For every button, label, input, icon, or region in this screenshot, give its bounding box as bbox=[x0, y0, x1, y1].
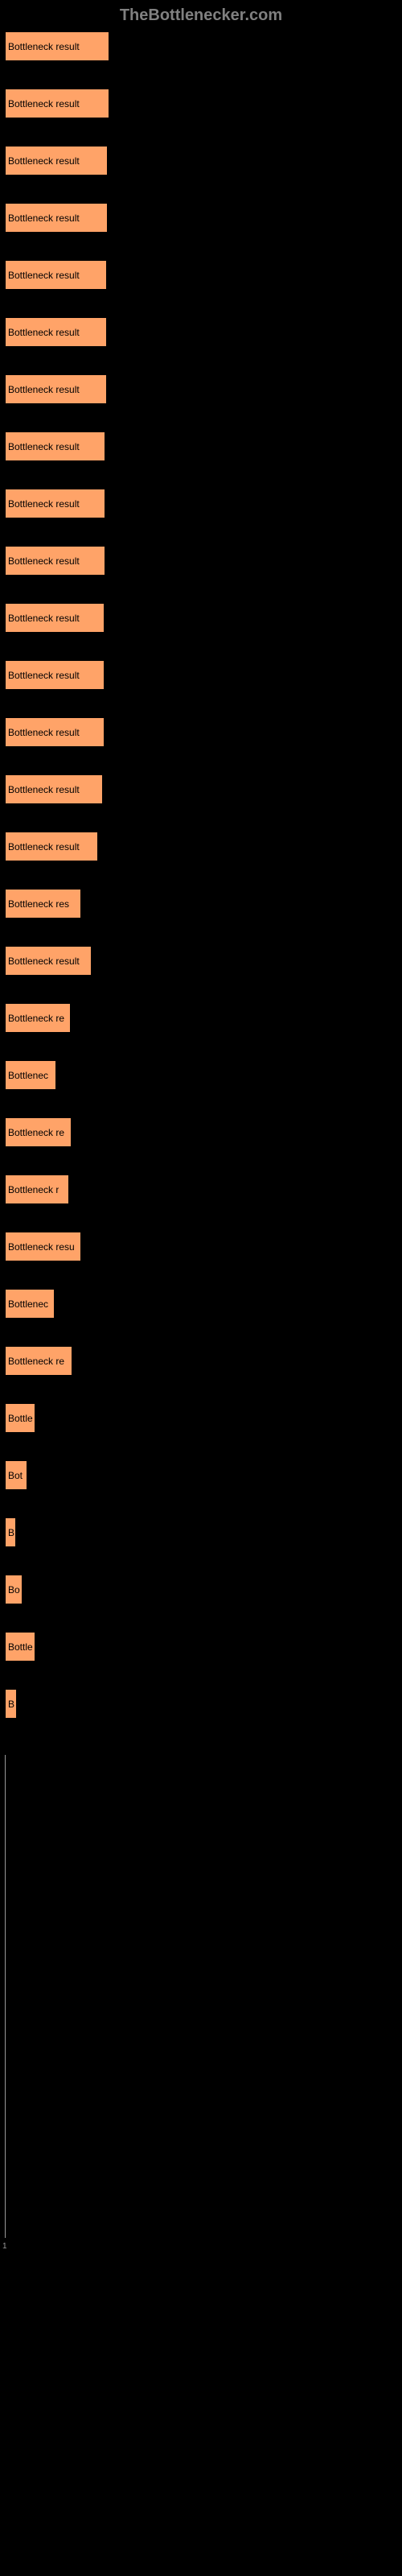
bar-label: Bottleneck result bbox=[8, 384, 80, 395]
bar: B bbox=[5, 1689, 17, 1719]
bar: Bottlenec bbox=[5, 1060, 56, 1090]
bar-label: Bottleneck re bbox=[8, 1013, 64, 1024]
site-title: TheBottlenecker.com bbox=[120, 6, 282, 24]
bar: Bottleneck result bbox=[5, 317, 107, 347]
bar: Bottleneck re bbox=[5, 1003, 71, 1033]
bar: Bottle bbox=[5, 1632, 35, 1662]
bar: Bo bbox=[5, 1575, 23, 1604]
bar-row: Bottleneck re bbox=[5, 1003, 402, 1033]
bar-label: Bottleneck result bbox=[8, 613, 80, 624]
bar-label: Bottleneck result bbox=[8, 727, 80, 738]
bar-label: Bottleneck r bbox=[8, 1184, 59, 1195]
bar-row: Bottleneck result bbox=[5, 603, 402, 633]
bar-row: Bottleneck result bbox=[5, 489, 402, 518]
bar-label: Bo bbox=[8, 1584, 20, 1596]
bar-label: Bottleneck result bbox=[8, 498, 80, 510]
bar-label: Bottlenec bbox=[8, 1070, 48, 1081]
bar: Bottleneck result bbox=[5, 431, 105, 461]
axis-line bbox=[5, 1755, 6, 2238]
bar-row: B bbox=[5, 1689, 402, 1719]
bar-label: Bottleneck result bbox=[8, 270, 80, 281]
bar-row: B bbox=[5, 1517, 402, 1547]
bar-label: Bottleneck re bbox=[8, 1127, 64, 1138]
bar-row: Bottleneck r bbox=[5, 1174, 402, 1204]
bar-label: Bottleneck result bbox=[8, 441, 80, 452]
bar-label: Bottleneck result bbox=[8, 327, 80, 338]
bar-row: Bottleneck result bbox=[5, 317, 402, 347]
bar: Bottleneck result bbox=[5, 717, 105, 747]
bar: Bot bbox=[5, 1460, 27, 1490]
bar-row: Bottle bbox=[5, 1403, 402, 1433]
bar-row: Bottleneck result bbox=[5, 203, 402, 233]
bar-row: Bottleneck res bbox=[5, 889, 402, 919]
bar-row: Bot bbox=[5, 1460, 402, 1490]
bar: Bottleneck result bbox=[5, 603, 105, 633]
bar-label: Bottle bbox=[8, 1413, 33, 1424]
bar-row: Bottleneck resu bbox=[5, 1232, 402, 1261]
bar-row: Bottleneck result bbox=[5, 546, 402, 576]
bar-row: Bottleneck result bbox=[5, 660, 402, 690]
bar: Bottleneck result bbox=[5, 89, 109, 118]
bar: Bottleneck re bbox=[5, 1117, 72, 1147]
bar-row: Bottleneck result bbox=[5, 260, 402, 290]
bar-label: Bottleneck result bbox=[8, 670, 80, 681]
bar-label: Bottleneck res bbox=[8, 898, 69, 910]
bar-label: Bottleneck result bbox=[8, 41, 80, 52]
bar: Bottleneck result bbox=[5, 203, 108, 233]
bar-label: Bottleneck result bbox=[8, 841, 80, 852]
bar: Bottleneck resu bbox=[5, 1232, 81, 1261]
bar-label: Bottleneck resu bbox=[8, 1241, 75, 1253]
bar-label: B bbox=[8, 1699, 14, 1710]
bar: Bottleneck result bbox=[5, 546, 105, 576]
bar-row: Bo bbox=[5, 1575, 402, 1604]
bar: Bottleneck result bbox=[5, 260, 107, 290]
bar: Bottleneck result bbox=[5, 374, 107, 404]
bar-row: Bottleneck result bbox=[5, 717, 402, 747]
bar-row: Bottleneck result bbox=[5, 774, 402, 804]
bar: Bottleneck r bbox=[5, 1174, 69, 1204]
bar-label: Bottleneck result bbox=[8, 155, 80, 167]
bar: Bottleneck result bbox=[5, 946, 92, 976]
bar: Bottleneck result bbox=[5, 31, 109, 61]
bar-label: B bbox=[8, 1527, 14, 1538]
bar: Bottleneck res bbox=[5, 889, 81, 919]
bar-row: Bottleneck result bbox=[5, 31, 402, 61]
bar-row: Bottleneck re bbox=[5, 1117, 402, 1147]
bar-label: Bottle bbox=[8, 1641, 33, 1653]
bar-label: Bottleneck result bbox=[8, 98, 80, 109]
bar-row: Bottlenec bbox=[5, 1060, 402, 1090]
bar-row: Bottleneck result bbox=[5, 946, 402, 976]
bar-row: Bottleneck result bbox=[5, 374, 402, 404]
bar: Bottleneck result bbox=[5, 146, 108, 175]
bar-row: Bottleneck re bbox=[5, 1346, 402, 1376]
bar-row: Bottleneck result bbox=[5, 89, 402, 118]
bar-label: Bottlenec bbox=[8, 1298, 48, 1310]
bar-row: Bottlenec bbox=[5, 1289, 402, 1319]
bar-row: Bottleneck result bbox=[5, 146, 402, 175]
bar-row: Bottleneck result bbox=[5, 431, 402, 461]
bar-label: Bottleneck result bbox=[8, 213, 80, 224]
axis-tick-label: 1 bbox=[2, 2242, 7, 2251]
bar-label: Bottleneck result bbox=[8, 956, 80, 967]
bar-label: Bottleneck result bbox=[8, 784, 80, 795]
site-header: TheBottlenecker.com bbox=[0, 0, 402, 31]
bar: Bottleneck result bbox=[5, 489, 105, 518]
bar-chart: Bottleneck result Bottleneck result Bottle… bbox=[0, 31, 402, 1719]
bar: Bottle bbox=[5, 1403, 35, 1433]
bar: Bottleneck re bbox=[5, 1346, 72, 1376]
bar-row: Bottleneck result bbox=[5, 832, 402, 861]
bar: Bottlenec bbox=[5, 1289, 55, 1319]
bar-label: Bottleneck re bbox=[8, 1356, 64, 1367]
bar: Bottleneck result bbox=[5, 832, 98, 861]
bar: B bbox=[5, 1517, 16, 1547]
bar: Bottleneck result bbox=[5, 774, 103, 804]
bar: Bottleneck result bbox=[5, 660, 105, 690]
bar-label: Bot bbox=[8, 1470, 23, 1481]
bar-label: Bottleneck result bbox=[8, 555, 80, 567]
bar-row: Bottle bbox=[5, 1632, 402, 1662]
